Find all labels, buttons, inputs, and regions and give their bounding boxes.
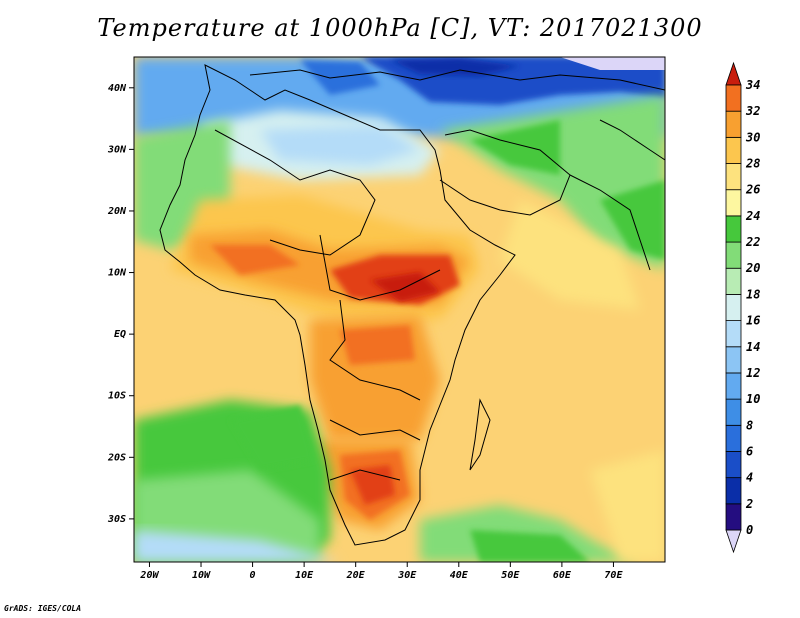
lat-tick-label: 30N <box>107 144 127 155</box>
colorbar-label: 18 <box>746 287 760 301</box>
colorbar-swatch <box>725 294 742 321</box>
lat-tick-label: EQ <box>114 329 126 340</box>
colorbar-swatch <box>725 110 742 138</box>
lat-tick-label: 40N <box>108 83 127 94</box>
lat-tick-label: 20S <box>107 452 126 463</box>
colorbar-swatch <box>725 241 742 269</box>
lat-tick-label: 10N <box>108 268 127 279</box>
colorbar-swatch <box>725 163 742 191</box>
temperature-field <box>134 57 665 562</box>
lon-tick-label: 20W <box>139 570 159 581</box>
lat-tick-label: 30S <box>107 514 126 525</box>
colorbar-bottom-arrow <box>725 529 742 554</box>
lon-tick-label: 20E <box>346 570 366 581</box>
plot-frame <box>133 56 666 563</box>
colorbar-swatch <box>725 346 742 374</box>
lon-tick-label: 60E <box>553 570 572 581</box>
latitude-axis: 40N 30N 20N 10N EQ 10S 20S 30S <box>107 83 134 525</box>
colorbar-label: 16 <box>746 314 760 328</box>
colorbar-swatch <box>725 372 742 400</box>
colorbar-label: 4 <box>746 471 753 485</box>
lon-tick-label: 40E <box>450 570 469 581</box>
colorbar-label: 34 <box>745 78 760 92</box>
colorbar-label: 6 <box>746 444 753 458</box>
lon-tick-label: 70E <box>604 570 623 581</box>
lat-tick-label: 20N <box>107 206 127 217</box>
lon-tick-label: 50E <box>501 570 520 581</box>
colorbar-swatch <box>725 215 742 243</box>
colorbar-label: 8 <box>746 418 753 432</box>
colorbar-swatch <box>725 136 742 164</box>
colorbar-label: 20 <box>745 261 760 275</box>
colorbar-label: 10 <box>746 392 760 406</box>
lat-tick-label: 10S <box>108 391 126 402</box>
colorbar-label: 0 <box>746 523 753 537</box>
lon-tick-label: 10W <box>192 570 211 581</box>
colorbar-top-arrow <box>725 61 742 86</box>
colorbar-swatch <box>725 503 742 531</box>
colorbar-label: 2 <box>745 497 753 511</box>
colorbar-label: 12 <box>746 366 760 380</box>
colorbar-swatch <box>725 189 742 217</box>
lon-tick-label: 10E <box>295 570 314 581</box>
lon-tick-label: 0 <box>250 570 256 581</box>
colorbar-label: 28 <box>745 157 760 171</box>
colorbar-swatch <box>725 320 742 348</box>
colorbar-label: 30 <box>745 130 760 144</box>
colorbar-label: 32 <box>745 104 760 118</box>
colorbar-swatch <box>725 451 742 479</box>
longitude-axis: 20W 10W 0 10E 20E 30E 40E 50E 60E 70E <box>139 562 623 581</box>
colorbar-label: 14 <box>746 340 760 354</box>
colorbar-label: 22 <box>745 235 760 249</box>
map-title: Temperature at 1000hPa [C], VT: 20170213… <box>97 14 703 42</box>
colorbar-label: 26 <box>745 183 760 197</box>
coastline-overlay <box>159 64 665 546</box>
colorbar-swatch <box>725 267 742 295</box>
colorbar-swatch <box>725 84 742 112</box>
grads-credit: GrADS: IGES/COLA <box>4 604 82 613</box>
colorbar-label: 24 <box>745 209 760 223</box>
colorbar-swatch <box>725 424 742 452</box>
colorbar-swatch <box>725 477 742 505</box>
colorbar-swatch <box>725 398 742 426</box>
lon-tick-label: 30E <box>397 570 417 581</box>
